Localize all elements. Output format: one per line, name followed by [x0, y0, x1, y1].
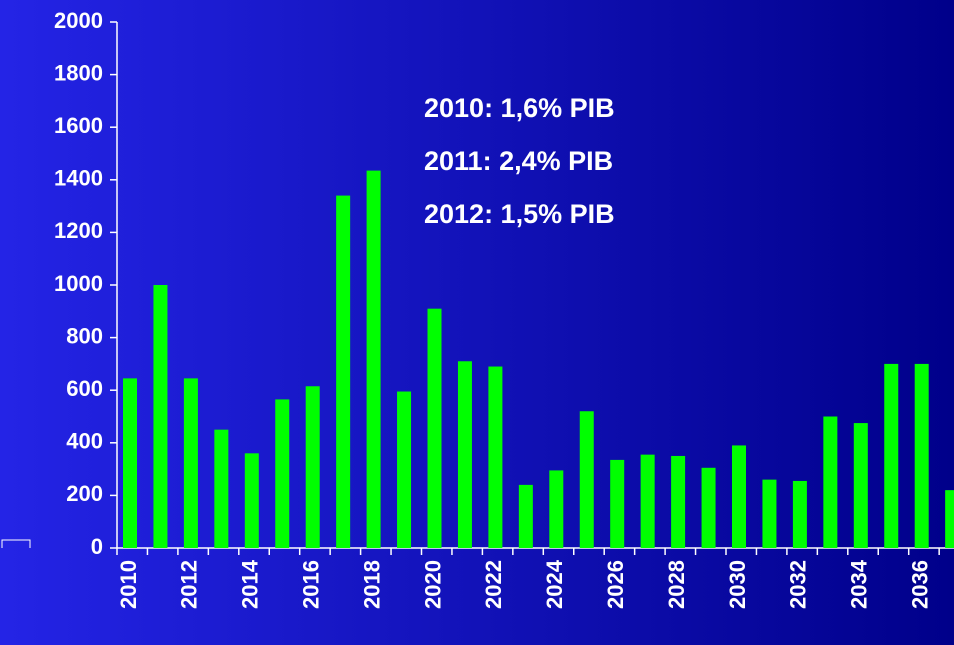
- bar: [427, 308, 442, 548]
- x-tick-label: 2016: [299, 560, 324, 609]
- x-tick-label: 2034: [847, 559, 872, 609]
- bar: [336, 195, 351, 548]
- x-tick-label: 2028: [664, 560, 689, 609]
- x-tick-label: 2012: [177, 560, 202, 609]
- bar: [275, 399, 290, 548]
- annotation: 2012: 1,5% PIB: [424, 199, 615, 229]
- bar: [701, 467, 716, 548]
- bar: [762, 479, 777, 548]
- bar: [153, 285, 168, 548]
- bar: [823, 416, 838, 548]
- y-tick-label: 2000: [54, 8, 103, 33]
- x-tick-label: 2036: [908, 560, 933, 609]
- bar: [518, 484, 533, 548]
- bar: [366, 170, 381, 548]
- bar: [792, 480, 807, 548]
- bar: [671, 455, 686, 548]
- bar: [549, 470, 564, 548]
- x-tick-label: 2022: [481, 560, 506, 609]
- y-tick-label: 1800: [54, 60, 103, 85]
- y-tick-label: 600: [66, 376, 103, 401]
- x-tick-label: 2026: [603, 560, 628, 609]
- y-tick-label: 400: [66, 429, 103, 454]
- bar: [183, 378, 198, 548]
- bar: [914, 363, 929, 548]
- y-tick-label: 1400: [54, 166, 103, 191]
- x-tick-label: 2020: [420, 560, 445, 609]
- x-tick-label: 2014: [238, 559, 263, 609]
- annotation: 2011: 2,4% PIB: [424, 146, 613, 176]
- y-tick-label: 0: [91, 534, 103, 559]
- x-tick-label: 2024: [542, 559, 567, 609]
- bar: [610, 459, 625, 548]
- y-tick-label: 1200: [54, 218, 103, 243]
- bar: [305, 386, 320, 548]
- x-tick-label: 2032: [786, 560, 811, 609]
- bar: [397, 391, 412, 548]
- bar: [579, 411, 594, 548]
- annotation: 2010: 1,6% PIB: [424, 93, 615, 123]
- x-tick-label: 2030: [725, 560, 750, 609]
- y-tick-label: 1000: [54, 271, 103, 296]
- bar: [945, 490, 954, 548]
- y-tick-label: 1600: [54, 113, 103, 138]
- bar: [123, 378, 137, 548]
- bar: [457, 361, 472, 548]
- bar: [488, 366, 503, 548]
- y-tick-label: 200: [66, 481, 103, 506]
- x-tick-label: 2010: [116, 560, 141, 609]
- bar: [214, 429, 229, 548]
- bar: [853, 423, 868, 548]
- x-tick-label: 2018: [359, 560, 384, 609]
- y-tick-label: 800: [66, 323, 103, 348]
- bar: [640, 454, 655, 548]
- bar: [732, 445, 746, 548]
- bar: [884, 363, 899, 548]
- decoration: [1, 539, 31, 548]
- bar: [244, 453, 259, 548]
